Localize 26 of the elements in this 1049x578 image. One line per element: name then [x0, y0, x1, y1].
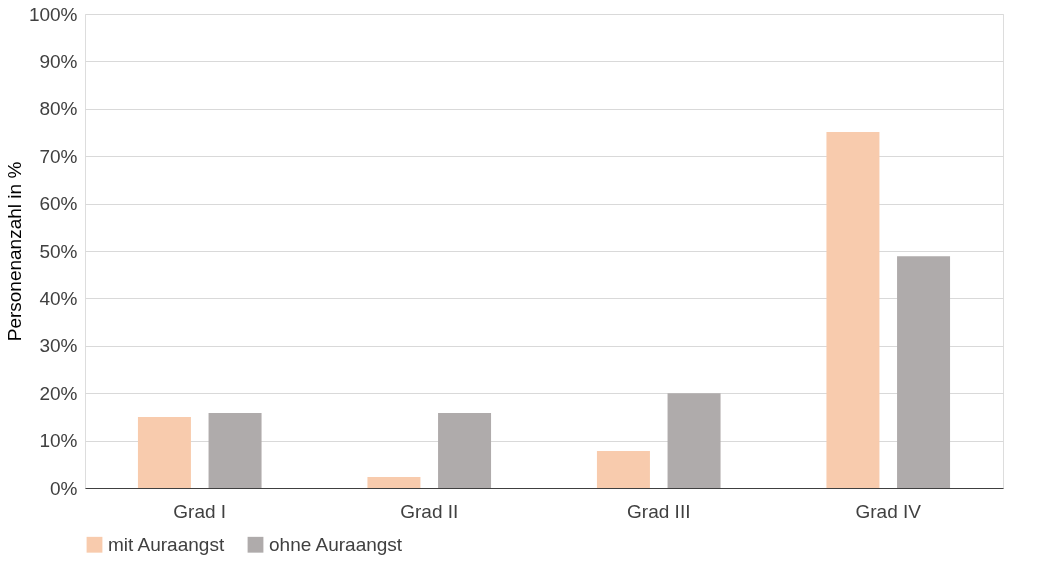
y-tick-label: 40%	[39, 287, 78, 309]
bar	[438, 413, 492, 488]
x-tick-label: Grad II	[400, 500, 459, 522]
y-tick-label: 20%	[39, 382, 78, 404]
y-tick-label: 50%	[39, 240, 78, 262]
legend-label: ohne Auraangst	[269, 533, 403, 555]
y-tick-label: 80%	[39, 98, 78, 120]
bar	[897, 256, 951, 488]
y-tick-label: 90%	[39, 50, 78, 72]
y-tick-label: 60%	[39, 193, 78, 215]
bar	[826, 132, 880, 488]
x-tick-label: Grad III	[627, 500, 691, 522]
y-tick-label: 10%	[39, 430, 78, 452]
bar	[208, 413, 262, 488]
y-tick-label: 100%	[28, 3, 78, 25]
legend-label: mit Auraangst	[108, 533, 225, 555]
bar	[367, 477, 421, 488]
bar	[667, 393, 721, 488]
y-tick-label: 0%	[50, 477, 78, 499]
bar	[596, 451, 650, 488]
y-tick-label: 30%	[39, 335, 78, 357]
x-tick-label: Grad I	[173, 500, 227, 522]
y-tick-label: 70%	[39, 145, 78, 167]
bar	[137, 416, 191, 488]
y-axis-title: Personenanzahl in %	[3, 161, 25, 342]
x-tick-label: Grad IV	[855, 500, 922, 522]
